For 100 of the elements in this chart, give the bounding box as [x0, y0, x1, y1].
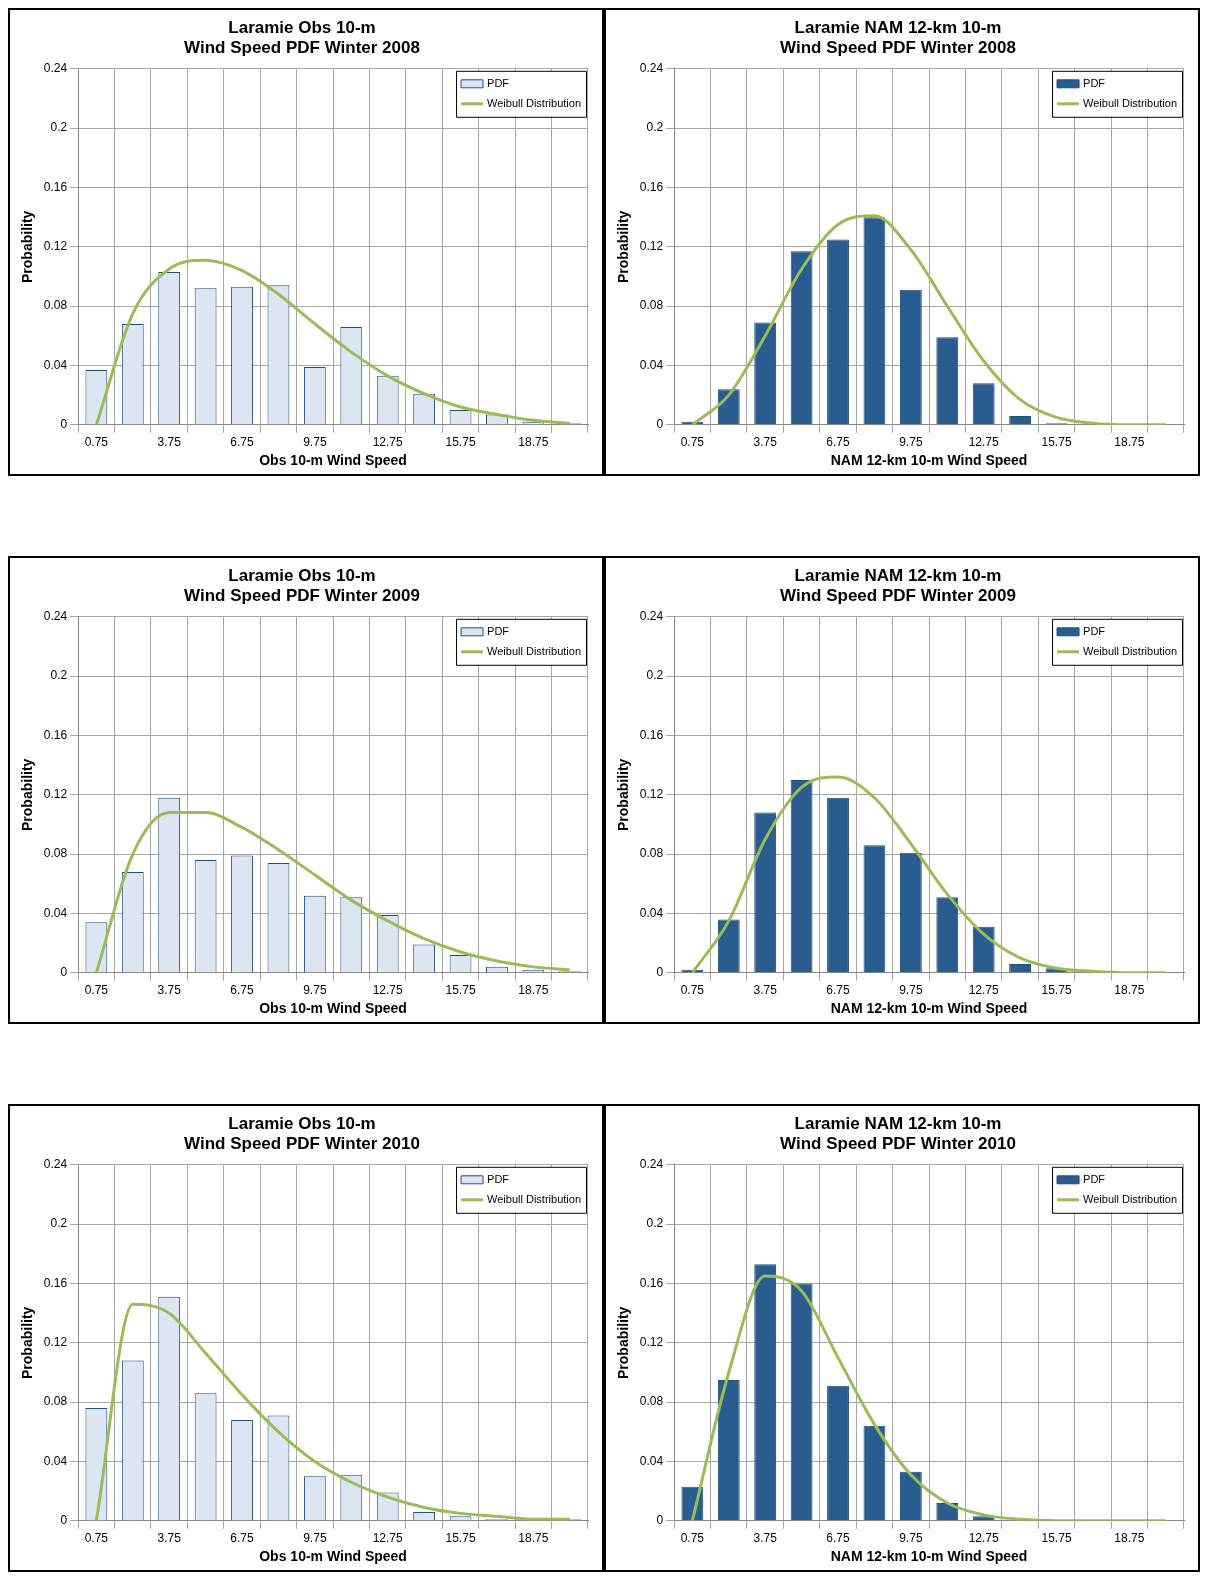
y-tick-label: 0.12	[639, 239, 664, 254]
x-tick-label: 12.75	[372, 435, 404, 450]
x-tick-label: 3.75	[157, 1531, 182, 1546]
y-tick-label: 0.04	[43, 905, 68, 920]
x-tick-label: 0.75	[680, 983, 705, 998]
y-tick-label: 0.04	[43, 1453, 68, 1468]
y-tick-label: 0	[656, 417, 664, 432]
x-tick-label: 15.75	[1041, 983, 1072, 998]
y-tick-label: 0.24	[43, 61, 68, 76]
chart-title: Laramie Obs 10-m Wind Speed PDF Winter 2010	[184, 1113, 420, 1154]
y-tick-label: 0.16	[43, 179, 68, 194]
x-tick-label: 12.75	[372, 983, 404, 998]
x-tick-label: 18.75	[1114, 983, 1145, 998]
y-tick-label: 0.16	[639, 727, 664, 742]
legend-label: Weibull Distribution	[487, 96, 582, 109]
x-tick-label: 6.75	[230, 983, 255, 998]
y-tick-label: 0	[60, 417, 68, 432]
x-tick-label: 6.75	[230, 435, 255, 450]
x-tick-label: 6.75	[826, 435, 851, 450]
x-tick-label: 3.75	[157, 435, 182, 450]
x-tick-label: 15.75	[1041, 435, 1072, 450]
y-tick-label: 0.24	[43, 1157, 68, 1172]
x-tick-label: 6.75	[230, 1531, 255, 1546]
legend-label: Weibull Distribution	[487, 1192, 582, 1205]
legend-label: Weibull Distribution	[1083, 1192, 1178, 1205]
x-tick-label: 18.75	[518, 983, 549, 998]
legend-label: PDF	[487, 76, 510, 89]
x-tick-label: 9.75	[899, 983, 923, 998]
x-tick-label: 9.75	[303, 435, 327, 450]
x-tick-label: 0.75	[84, 435, 109, 450]
x-tick-label: 3.75	[753, 435, 778, 450]
legend-label: PDF	[1083, 76, 1106, 89]
x-tick-label: 6.75	[826, 1531, 851, 1546]
x-axis-title: NAM 12-km 10-m Wind Speed	[830, 1548, 1028, 1565]
y-tick-label: 0.08	[43, 298, 68, 313]
x-axis-title: Obs 10-m Wind Speed	[259, 452, 407, 469]
y-tick-label: 0.04	[639, 357, 664, 372]
x-tick-label: 18.75	[518, 1531, 549, 1546]
x-tick-label: 12.75	[968, 435, 1000, 450]
y-tick-label: 0.12	[43, 239, 68, 254]
x-tick-label: 12.75	[968, 983, 1000, 998]
y-tick-label: 0.24	[639, 609, 664, 624]
x-axis-title: Obs 10-m Wind Speed	[259, 1548, 407, 1565]
x-tick-label: 9.75	[303, 983, 327, 998]
x-axis-title: NAM 12-km 10-m Wind Speed	[830, 452, 1028, 469]
x-tick-label: 0.75	[680, 1531, 705, 1546]
legend-label: Weibull Distribution	[487, 644, 582, 657]
y-axis-title: Probability	[19, 210, 36, 283]
chart-title: Laramie NAM 12-km 10-m Wind Speed PDF Winter 2009	[780, 565, 1016, 606]
y-tick-label: 0.16	[43, 727, 68, 742]
y-tick-label: 0.08	[639, 1394, 664, 1409]
y-axis-title: Probability	[19, 758, 36, 831]
x-tick-label: 9.75	[303, 1531, 327, 1546]
y-tick-label: 0.24	[639, 61, 664, 76]
y-tick-label: 0.16	[43, 1275, 68, 1290]
y-tick-label: 0.08	[43, 846, 68, 861]
y-tick-label: 0.24	[639, 1157, 664, 1172]
x-tick-label: 0.75	[84, 1531, 109, 1546]
legend-label: Weibull Distribution	[1083, 96, 1178, 109]
x-tick-label: 15.75	[445, 1531, 476, 1546]
x-tick-label: 6.75	[826, 983, 851, 998]
y-tick-label: 0.16	[639, 179, 664, 194]
x-tick-label: 12.75	[968, 1531, 1000, 1546]
x-tick-label: 9.75	[899, 435, 923, 450]
x-tick-label: 18.75	[1114, 435, 1145, 450]
y-tick-label: 0.12	[639, 787, 664, 802]
x-tick-label: 3.75	[753, 983, 778, 998]
x-tick-label: 18.75	[518, 435, 549, 450]
y-tick-label: 0.08	[639, 846, 664, 861]
x-tick-label: 15.75	[1041, 1531, 1072, 1546]
y-tick-label: 0	[60, 965, 68, 980]
y-tick-label: 0	[60, 1513, 68, 1528]
y-tick-label: 0	[656, 1513, 664, 1528]
y-tick-label: 0.2	[646, 1216, 664, 1231]
x-tick-label: 3.75	[157, 983, 182, 998]
chart-title: Laramie NAM 12-km 10-m Wind Speed PDF Winter 2008	[780, 17, 1016, 58]
x-tick-label: 15.75	[445, 983, 476, 998]
chart-title: Laramie Obs 10-m Wind Speed PDF Winter 2009	[184, 565, 420, 606]
x-tick-label: 9.75	[899, 1531, 923, 1546]
y-tick-label: 0.08	[639, 298, 664, 313]
x-tick-label: 18.75	[1114, 1531, 1145, 1546]
y-tick-label: 0.2	[50, 668, 68, 683]
x-tick-label: 0.75	[84, 983, 109, 998]
chart-title: Laramie Obs 10-m Wind Speed PDF Winter 2008	[184, 17, 420, 58]
y-tick-label: 0.2	[50, 120, 68, 135]
y-tick-label: 0.2	[50, 1216, 68, 1231]
x-tick-label: 0.75	[680, 435, 705, 450]
y-tick-label: 0.12	[43, 787, 68, 802]
y-tick-label: 0.08	[43, 1394, 68, 1409]
x-axis-title: Obs 10-m Wind Speed	[259, 1000, 407, 1017]
y-axis-title: Probability	[615, 758, 632, 831]
y-tick-label: 0	[656, 965, 664, 980]
y-tick-label: 0.16	[639, 1275, 664, 1290]
chart-title: Laramie NAM 12-km 10-m Wind Speed PDF Winter 2010	[780, 1113, 1016, 1154]
y-axis-title: Probability	[19, 1306, 36, 1379]
y-tick-label: 0.12	[639, 1335, 664, 1350]
y-tick-label: 0.04	[43, 357, 68, 372]
legend-label: PDF	[1083, 624, 1106, 637]
legend-label: PDF	[487, 624, 510, 637]
y-axis-title: Probability	[615, 1306, 632, 1379]
